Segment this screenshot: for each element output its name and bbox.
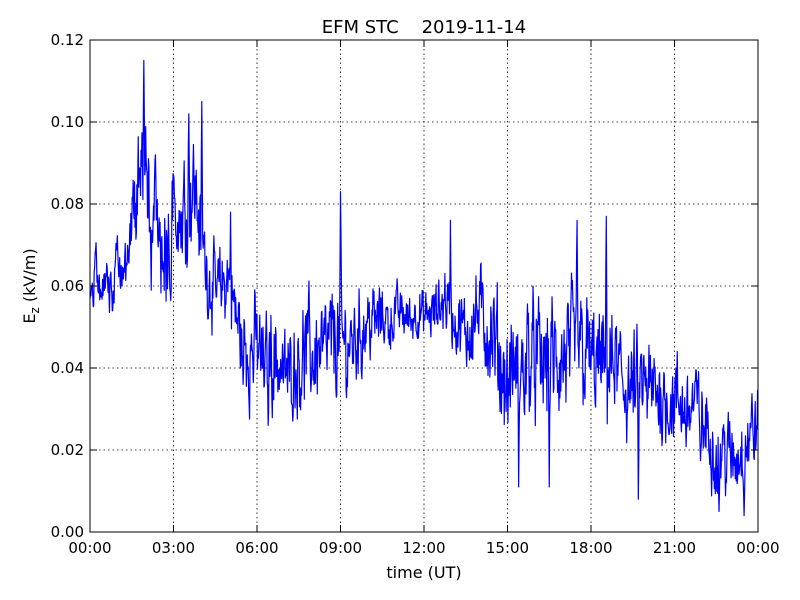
y-axis-label: Ez (kV/m) <box>20 248 42 323</box>
x-tick-label: 00:00 <box>68 539 111 557</box>
grid <box>90 40 758 532</box>
x-tick-label: 12:00 <box>402 539 445 557</box>
x-tick-label: 03:00 <box>152 539 195 557</box>
x-tick-label: 00:00 <box>736 539 779 557</box>
y-tick-label: 0.10 <box>51 113 84 131</box>
y-axis-label-subscript: z <box>28 307 42 313</box>
y-tick-label: 0.00 <box>51 523 84 541</box>
series-line <box>90 59 758 517</box>
x-tick-label: 06:00 <box>235 539 278 557</box>
x-tick-label: 09:00 <box>319 539 362 557</box>
plot-clip <box>90 59 758 517</box>
ticks: 00:00 03:00 06:00 09:00 12:00 15:00 18:00 21:00… <box>51 31 780 557</box>
y-axis-label-main: E <box>20 313 39 323</box>
y-tick-label: 0.06 <box>51 277 84 295</box>
y-tick-label: 0.08 <box>51 195 84 213</box>
chart-title: EFM STC 2019-11-14 <box>322 17 526 38</box>
y-tick-label: 0.04 <box>51 359 84 377</box>
x-tick-label: 15:00 <box>486 539 529 557</box>
y-tick-label: 0.02 <box>51 441 84 459</box>
x-tick-label: 21:00 <box>653 539 696 557</box>
y-axis-label-unit: (kV/m) <box>20 248 39 307</box>
x-axis-label: time (UT) <box>386 563 461 582</box>
y-tick-label: 0.12 <box>51 31 84 49</box>
x-tick-label: 18:00 <box>569 539 612 557</box>
